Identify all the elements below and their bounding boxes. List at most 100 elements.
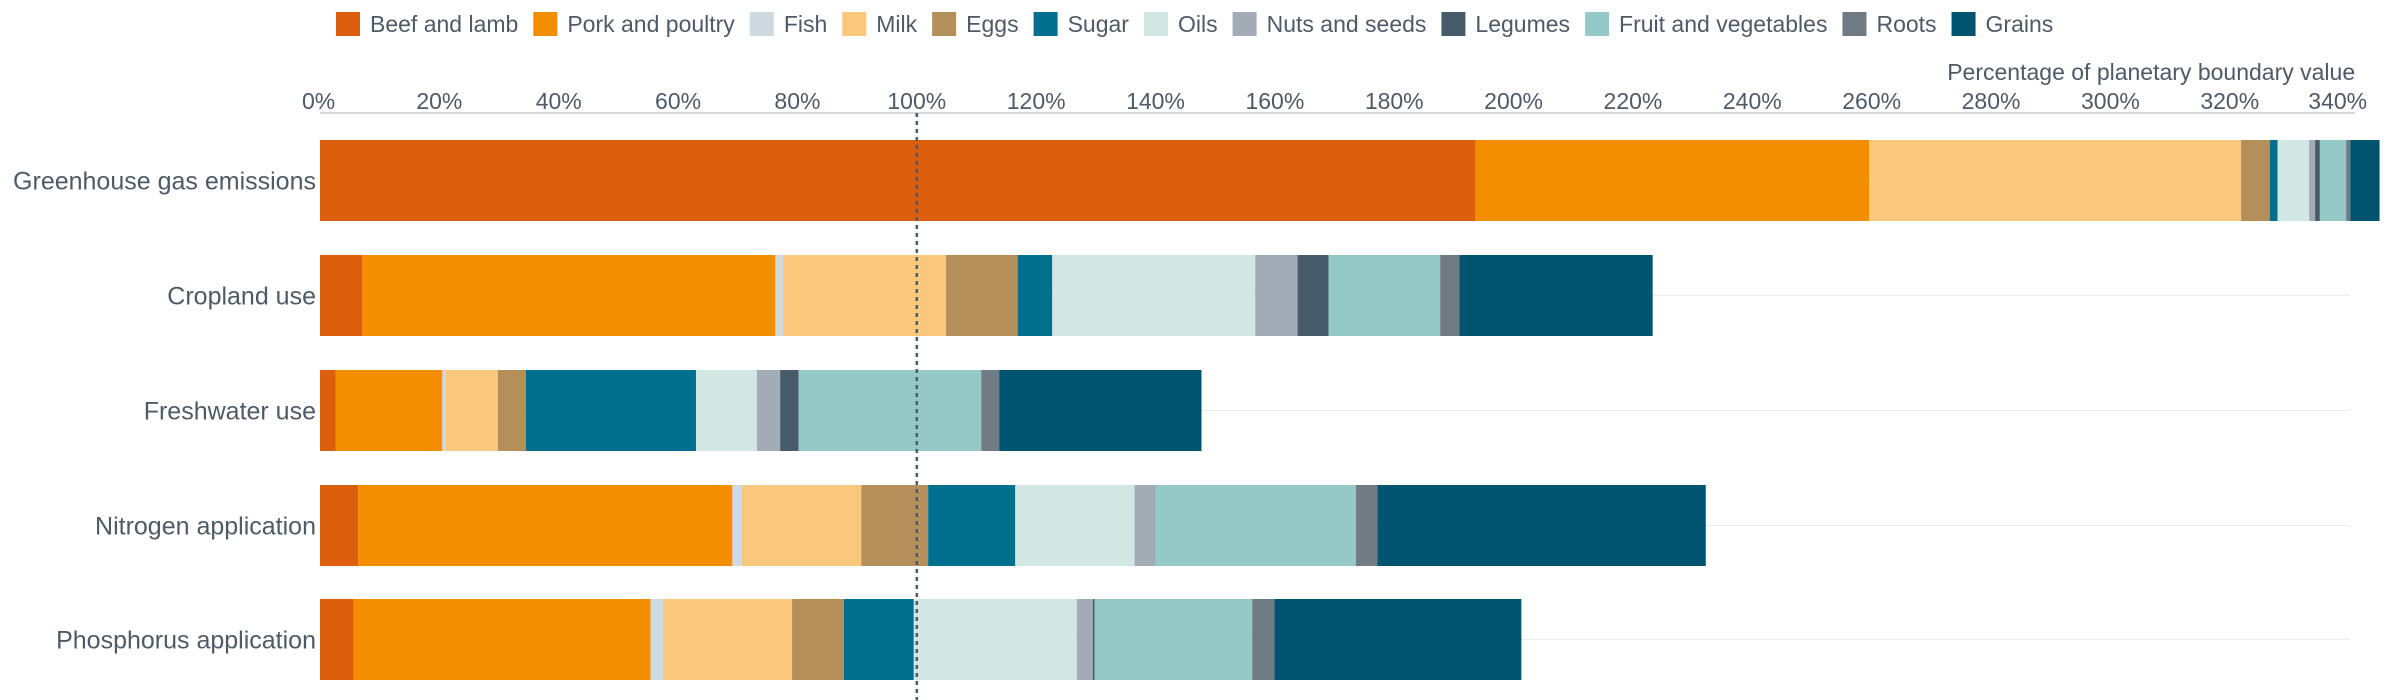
bar-segment [843, 599, 914, 680]
bar-segment [1297, 255, 1329, 336]
category-label: Freshwater use [144, 398, 316, 426]
x-tick-label: 200% [1484, 88, 1543, 114]
x-tick-label: 20% [416, 88, 462, 114]
x-tick-label: 100% [887, 88, 946, 114]
bar-segment [445, 370, 498, 451]
bar-segment [792, 599, 844, 680]
bar-segment [780, 370, 799, 451]
bar-segment [320, 255, 363, 336]
bar-segment [695, 370, 757, 451]
x-tick-label: 340% [2308, 88, 2367, 114]
bar-segment [1869, 140, 2242, 221]
x-tick-label: 40% [536, 88, 582, 114]
category-label: Nitrogen application [95, 513, 316, 541]
legend-label: Grains [1986, 11, 2054, 37]
bar-segment [1252, 599, 1275, 680]
bar-segment [928, 485, 1016, 566]
bar-segment [2346, 140, 2351, 221]
bar-segment [2309, 140, 2316, 221]
x-tick-label: 160% [1245, 88, 1304, 114]
x-tick-label: 80% [774, 88, 820, 114]
legend-label: Beef and lamb [370, 11, 518, 37]
legend-swatch [336, 12, 360, 36]
x-axis-title: Percentage of planetary boundary value [1947, 59, 2355, 85]
x-tick-label: 280% [1962, 88, 2021, 114]
legend-swatch [1842, 12, 1867, 36]
legend-swatch [1441, 12, 1466, 36]
bars [320, 140, 2380, 680]
x-tick-label: 140% [1126, 88, 1185, 114]
category-label: Cropland use [167, 283, 316, 311]
bar-segment [320, 485, 359, 566]
bar-segment [1092, 599, 1095, 680]
x-tick-labels: 0% 20% 40% 60% 80% 100% 120% 140% 160% 180% 200% 22… [302, 88, 2367, 114]
bar-segment [981, 370, 1000, 451]
bar-segment [783, 255, 947, 336]
legend-label: Fish [784, 11, 827, 37]
bar-segment [2277, 140, 2310, 221]
bar-segment [1328, 255, 1441, 336]
bar-segment [732, 485, 742, 566]
legend-swatch [533, 12, 558, 36]
x-tick-label: 300% [2081, 88, 2140, 114]
bar-segment [320, 140, 1476, 221]
bar-segment [2241, 140, 2270, 221]
bar-segment [1440, 255, 1460, 336]
legend-label: Milk [876, 11, 917, 37]
legend-label: Sugar [1068, 11, 1130, 37]
legend-swatch [932, 12, 957, 36]
bar-segment [1017, 255, 1053, 336]
x-tick-label: 240% [1723, 88, 1782, 114]
bar-segment [320, 599, 354, 680]
legend-label: Pork and poultry [567, 11, 735, 37]
bar-segment [2315, 140, 2320, 221]
bar-segment [741, 485, 862, 566]
category-labels: Greenhouse gas emissions Cropland use Fres… [13, 168, 316, 655]
legend-label: Legumes [1475, 11, 1570, 37]
bar-segment [798, 370, 982, 451]
bar-segment [358, 485, 733, 566]
x-tick-label: 180% [1365, 88, 1424, 114]
bar-segment [2319, 140, 2347, 221]
x-tick-label: 260% [1842, 88, 1901, 114]
bar-segment [2269, 140, 2278, 221]
bar-segment [775, 255, 784, 336]
bar-segment [946, 255, 1018, 336]
bar-segment [1052, 255, 1256, 336]
bar-segment [1134, 485, 1156, 566]
bar-segment [320, 370, 336, 451]
bar-segment [1255, 255, 1298, 336]
bar-segment [861, 485, 929, 566]
category-label: Phosphorus application [56, 627, 316, 655]
bar-segment [1155, 485, 1357, 566]
bar-segment [1094, 599, 1253, 680]
legend-swatch [749, 12, 774, 36]
bar-segment [1356, 485, 1378, 566]
legend-label: Fruit and vegetables [1619, 11, 1827, 37]
bar-segment [1015, 485, 1135, 566]
bar-segment [2350, 140, 2380, 221]
legend-swatch [1585, 12, 1610, 36]
bar-segment [525, 370, 696, 451]
legend-swatch [1143, 12, 1168, 36]
x-tick-label: 220% [1604, 88, 1663, 114]
bar-segment [663, 599, 793, 680]
legend-swatch [1033, 12, 1058, 36]
bar-segment [913, 599, 1077, 680]
x-tick-label: 120% [1007, 88, 1066, 114]
legend-label: Nuts and seeds [1267, 11, 1427, 37]
bar-segment [353, 599, 651, 680]
bar-segment [999, 370, 1202, 451]
bar-segment [362, 255, 776, 336]
bar-segment [1076, 599, 1093, 680]
legend-swatch [842, 12, 867, 36]
legend-label: Roots [1876, 11, 1936, 37]
axis-title-group: Percentage of planetary boundary value [1947, 59, 2355, 85]
bar-segment [756, 370, 781, 451]
legend-label: Oils [1178, 11, 1218, 37]
category-label: Greenhouse gas emissions [13, 168, 316, 196]
bar-segment [1377, 485, 1706, 566]
legend-swatch [1951, 12, 1976, 36]
x-tick-label: 60% [655, 88, 701, 114]
